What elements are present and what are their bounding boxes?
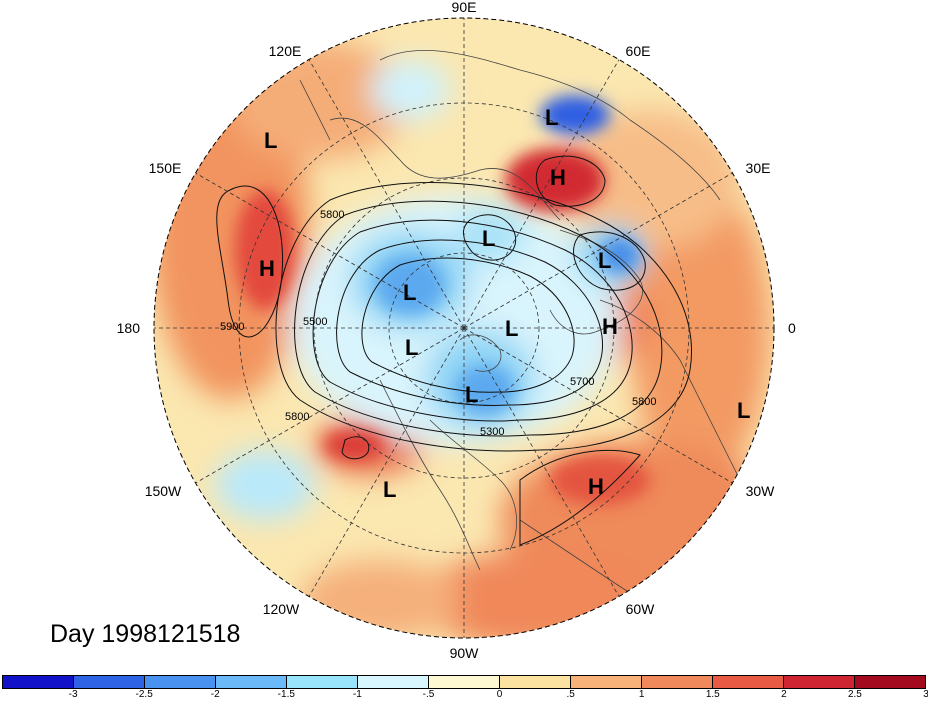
- colorbar-tick-label: 1: [638, 689, 645, 700]
- map-boundary: [153, 17, 775, 639]
- low-center-marker: L: [545, 105, 558, 130]
- lon-label-30e: 30E: [746, 160, 771, 176]
- colorbar-segment: [500, 676, 571, 688]
- meridian-line: [195, 172, 465, 329]
- high-center-marker: H: [602, 314, 618, 339]
- coastlines: [299, 50, 741, 621]
- lon-label-180: 180: [117, 320, 141, 336]
- pressure-centers: L H L H L L L L L H L L L H: [259, 105, 750, 502]
- meridian-line: [308, 327, 465, 597]
- lon-label-30w: 30W: [746, 483, 776, 499]
- low-center-marker: L: [403, 280, 416, 305]
- contour-label: 5300: [480, 426, 504, 438]
- colorbar-segment: [287, 676, 358, 688]
- meridian-line: [308, 59, 465, 329]
- meridian-line: [463, 327, 733, 484]
- lon-label-120w: 120W: [263, 601, 300, 617]
- low-center-marker: L: [482, 226, 495, 251]
- colorbar-segment: [74, 676, 145, 688]
- anomaly-field: [154, 18, 774, 638]
- colorbar-tick-label: -1.5: [277, 689, 295, 700]
- contour-label: 5800: [632, 396, 656, 408]
- meridian-line: [195, 327, 465, 484]
- contour-label: 5900: [220, 321, 244, 333]
- colorbar-tick-label: -3: [68, 689, 78, 700]
- colorbar-segment: [713, 676, 784, 688]
- colorbar: [2, 675, 926, 689]
- colorbar-segment: [216, 676, 287, 688]
- colorbar-segment: [855, 676, 925, 688]
- lon-label-90e: 90E: [452, 0, 477, 15]
- colorbar-tick-label: -2.5: [135, 689, 153, 700]
- low-center-marker: L: [505, 316, 518, 341]
- colorbar-tick-label: .5: [566, 689, 575, 700]
- contour-label: 5800: [285, 411, 309, 423]
- lon-label-120e: 120E: [269, 43, 302, 59]
- lon-label-60w: 60W: [626, 601, 656, 617]
- colorbar-tick-label: -2: [210, 689, 220, 700]
- contour-labels: 5900 5800 5500 5800 5300 5700 5800: [220, 209, 656, 438]
- colorbar-segment: [3, 676, 74, 688]
- colorbar-ticks: -3 -2.5 -2 -1.5 -1 -.5 0 .5 1 1.5 2 2.5 3: [2, 689, 928, 702]
- lon-label-150w: 150W: [145, 483, 182, 499]
- lon-label-0: 0: [788, 320, 796, 336]
- lon-label-150e: 150E: [149, 160, 182, 176]
- colorbar-segment: [358, 676, 429, 688]
- colorbar-tick-label: -.5: [422, 689, 435, 700]
- contour-label: 5500: [303, 316, 327, 328]
- high-center-marker: H: [588, 474, 604, 499]
- meridian-line: [463, 327, 620, 597]
- colorbar-tick-label: 3: [923, 689, 928, 700]
- contour-label: 5700: [570, 376, 594, 388]
- low-center-marker: L: [405, 335, 418, 360]
- colorbar-segment: [642, 676, 713, 688]
- low-center-marker: L: [465, 382, 478, 407]
- low-center-marker: L: [598, 248, 611, 273]
- high-center-marker: H: [550, 165, 566, 190]
- lon-label-90w: 90W: [450, 645, 480, 661]
- colorbar-tick-label: 0: [496, 689, 503, 700]
- low-center-marker: L: [264, 128, 277, 153]
- colorbar-segment: [429, 676, 500, 688]
- day-label: Day 1998121518: [50, 620, 241, 648]
- low-center-marker: L: [383, 477, 396, 502]
- graticule-meridians: [154, 18, 774, 638]
- colorbar-segment: [571, 676, 642, 688]
- low-center-marker: L: [737, 398, 750, 423]
- colorbar-tick-label: 1.5: [705, 689, 720, 700]
- colorbar-tick-label: -1: [352, 689, 362, 700]
- colorbar-segment: [145, 676, 216, 688]
- contour-label: 5800: [320, 209, 344, 221]
- colorbar-tick-label: 2.5: [847, 689, 862, 700]
- meridian-line: [463, 59, 620, 329]
- lon-label-60e: 60E: [626, 43, 651, 59]
- longitude-labels: 90E 60E 30E 0 30W 60W 90W 120W 150W 180 …: [117, 0, 796, 661]
- colorbar-tick-label: 2: [781, 689, 787, 700]
- high-center-marker: H: [259, 256, 275, 281]
- colorbar-segment: [784, 676, 855, 688]
- meridian-line: [463, 172, 733, 329]
